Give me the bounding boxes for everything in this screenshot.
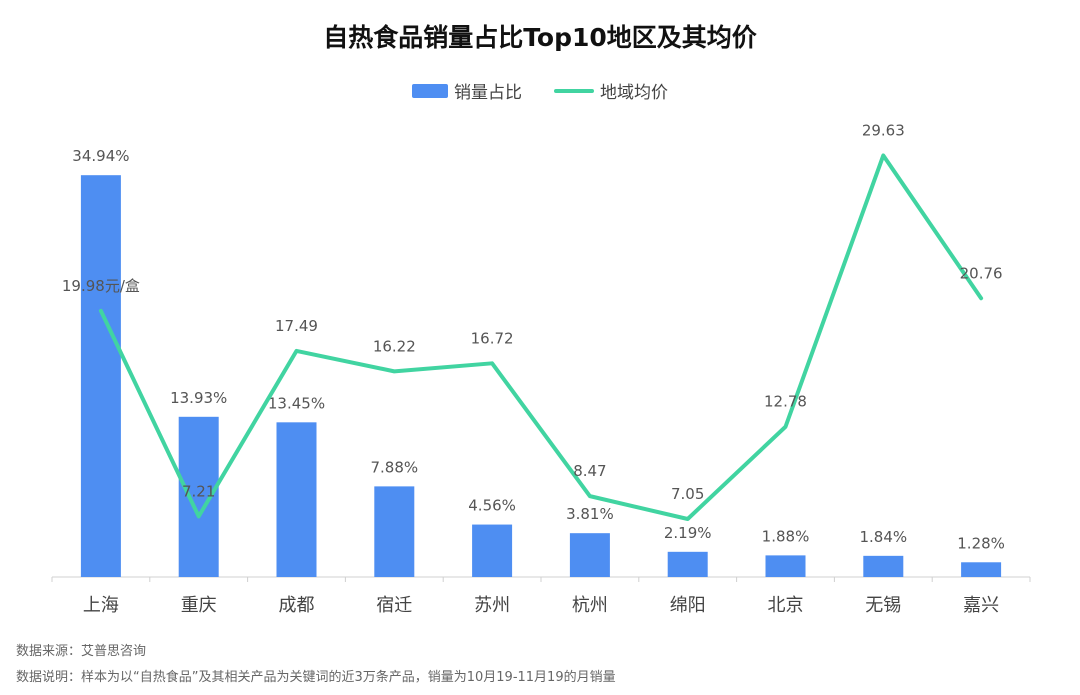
line-value-label: 8.47 [573,462,606,480]
bar-value-label: 13.45% [268,394,325,412]
line-value-label: 7.05 [671,485,704,503]
chart-title: 自热食品销量占比Top10地区及其均价 [323,23,757,52]
legend-item-sales-share: 销量占比 [412,78,522,103]
bar-4 [472,524,513,577]
chart-area: 34.94% 上海 13.93% 重庆 13.45% 成都 7.88% 宿迁 4.56% 苏州 3.… [51,121,1031,616]
legend-label-sales-share: 销量占比 [454,83,522,103]
bar-value-label: 1.84% [859,528,907,546]
bar-value-label: 4.56% [468,497,516,515]
line-value-label: 12.78 [764,393,807,411]
x-tick-label: 苏州 [474,595,510,616]
line-value-label: 29.63 [862,121,905,139]
x-tick-label: 杭州 [572,595,608,616]
x-tick-label: 北京 [768,595,804,616]
x-tick-label: 重庆 [181,595,217,616]
x-tick-label: 成都 [279,595,315,616]
legend-label-avg-price: 地域均价 [600,83,668,103]
line-value-label: 7.21 [182,482,215,500]
bar-value-label: 3.81% [566,505,614,523]
bar-value-label: 1.88% [762,527,810,545]
bar-value-label: 34.94% [72,147,129,165]
legend: 销量占比 地域均价 [0,78,1080,103]
x-tick-label: 嘉兴 [963,595,999,616]
bar-value-label: 1.28% [957,534,1005,552]
bar-0 [80,175,121,577]
bar-3 [374,486,415,577]
data-source: 数据来源：艾普思咨询 [16,644,147,659]
x-tick-label: 上海 [83,595,119,616]
bar-value-label: 13.93% [170,389,227,407]
line-value-label: 17.49 [275,317,318,335]
legend-line-swatch [554,88,594,93]
line-value-label: 20.76 [960,264,1003,282]
bar-value-label: 7.88% [370,458,418,476]
legend-bar-swatch [412,83,448,98]
x-tick-label: 无锡 [865,595,901,616]
bar-5 [569,533,610,577]
bar-2 [276,422,317,577]
bar-8 [863,555,904,577]
line-value-label: 16.22 [373,337,416,355]
line-series-avg-price [98,153,984,521]
bar-7 [765,555,806,577]
bar-value-label: 2.19% [664,524,712,542]
x-tick-label: 宿迁 [376,595,412,616]
bar-9 [961,562,1002,577]
line-value-label: 19.98元/盒 [62,277,140,295]
x-tick-label: 绵阳 [670,595,706,616]
data-note: 数据说明：样本为以“自热食品”及其相关产品为关键词的近3万条产品，销量为10月1… [16,670,616,685]
line-value-label: 16.72 [471,329,514,347]
bar-6 [667,551,708,577]
legend-item-avg-price: 地域均价 [554,78,668,103]
